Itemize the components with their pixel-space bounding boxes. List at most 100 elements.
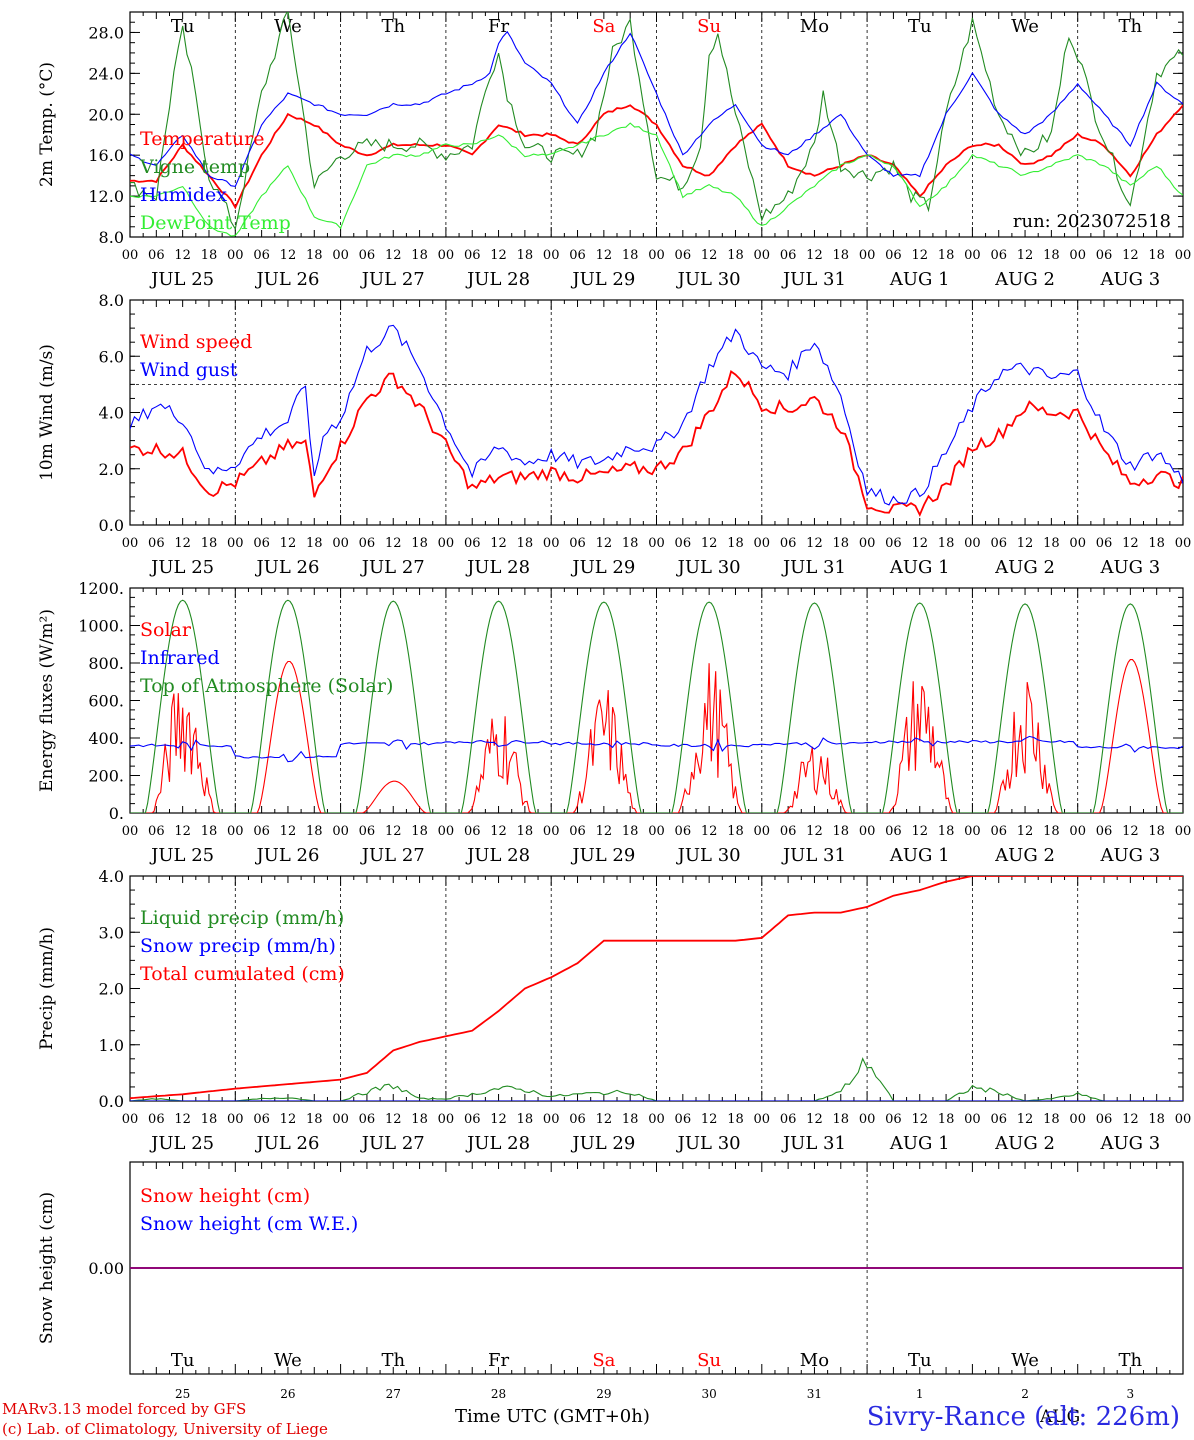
hour-label: 12 [490,248,507,263]
legend-entry: Infrared [140,647,220,669]
hour-label: 00 [543,248,560,263]
hour-label: 00 [754,248,771,263]
hour-label: 06 [990,1112,1007,1127]
y-tick-label: 0. [109,804,124,823]
series-line [130,324,1183,506]
hour-label: 06 [359,536,376,551]
hour-label: 18 [938,1112,955,1127]
day-of-week-label: Th [381,16,405,37]
panel-energy: 0. 200. 400. 600. 800. 1000. 1200. Energy fluxe… [37,579,1191,866]
hour-label: 18 [938,536,955,551]
date-label: AUG 2 [994,845,1055,866]
footer-lab: (c) Lab. of Climatology, University of L… [2,1420,328,1438]
hour-label: 00 [543,824,560,839]
y-tick-label: 2.0 [99,980,124,999]
hour-label: 18 [938,824,955,839]
date-label: AUG 1 [889,845,950,866]
date-label: JUL 25 [149,1133,214,1154]
hour-label: 18 [727,824,744,839]
hour-label: 06 [780,1112,797,1127]
hour-label: 00 [859,248,876,263]
hour-label: 06 [780,248,797,263]
legend-entry: Temperature [140,128,264,150]
legend-entry: Snow height (cm W.E.) [140,1213,358,1235]
hour-label: 00 [227,1112,244,1127]
series-line [130,876,1183,1100]
hour-label: 06 [359,1112,376,1127]
hour-label: 00 [122,536,139,551]
hour-label: 00 [543,536,560,551]
series-line [130,1057,1183,1101]
hour-label: 12 [1017,1112,1034,1127]
date-label: AUG 3 [1099,845,1160,866]
hour-label: 12 [280,1112,297,1127]
hour-label: 12 [280,824,297,839]
day-number-label: 26 [280,1387,295,1401]
hour-label: 00 [859,824,876,839]
hour-label: 18 [833,248,850,263]
hour-label: 00 [438,1112,455,1127]
hour-label: 00 [964,1112,981,1127]
hour-label: 06 [885,248,902,263]
hour-label: 12 [806,1112,823,1127]
hour-label: 18 [1148,248,1165,263]
series-line [130,12,1183,231]
hour-label: 18 [517,824,534,839]
hour-label: 06 [990,824,1007,839]
date-label: JUL 26 [254,1133,319,1154]
hour-label: 18 [306,248,323,263]
hour-label: 12 [1122,248,1139,263]
hour-label: 00 [1069,536,1086,551]
hour-label: 18 [1043,824,1060,839]
date-label: JUL 28 [465,269,530,290]
hour-label: 12 [911,248,928,263]
series-line [130,735,1183,763]
hour-label: 06 [148,1112,165,1127]
hour-label: 18 [517,1112,534,1127]
hour-label: 12 [490,824,507,839]
hour-label: 00 [648,248,665,263]
footer-station: Sivry-Rance (alt: 226m) [866,1402,1180,1432]
hour-label: 18 [517,248,534,263]
hour-label: 00 [227,536,244,551]
y-tick-label: 0.00 [88,1259,124,1278]
date-label: JUL 30 [676,845,741,866]
y-tick-label: 200. [88,767,124,786]
y-axis-label: 2m Temp. (°C) [37,62,57,187]
y-tick-label: 8.0 [99,228,124,247]
day-of-week-label: Th [1119,1350,1143,1371]
hour-label: 18 [622,1112,639,1127]
day-of-week-label: Mo [800,1350,829,1371]
hour-label: 00 [438,536,455,551]
hour-label: 00 [332,248,349,263]
hour-label: 06 [675,1112,692,1127]
hour-label: 12 [1122,824,1139,839]
hour-label: 06 [990,248,1007,263]
hour-label: 06 [253,824,270,839]
legend-entry: Total cumulated (cm) [140,963,345,985]
hour-label: 06 [675,824,692,839]
hour-label: 00 [1175,536,1192,551]
hour-label: 00 [1175,248,1192,263]
hour-label: 18 [727,1112,744,1127]
date-label: JUL 27 [360,269,425,290]
hour-label: 06 [780,824,797,839]
hour-label: 00 [122,248,139,263]
date-label: JUL 30 [676,557,741,578]
y-tick-label: 800. [88,654,124,673]
series-line [130,30,1183,188]
hour-label: 18 [622,536,639,551]
day-of-week-label: Th [381,1350,405,1371]
date-label: AUG 1 [889,1133,950,1154]
footer-model: MARv3.13 model forced by GFS [2,1400,247,1418]
day-of-week-label: Fr [488,16,509,37]
hour-label: 06 [359,248,376,263]
hour-label: 00 [1069,1112,1086,1127]
y-tick-label: 6.0 [99,347,124,366]
y-tick-label: 24.0 [88,64,124,83]
hour-label: 06 [464,248,481,263]
hour-label: 00 [227,824,244,839]
day-of-week-label: Su [697,16,721,37]
hour-label: 06 [253,1112,270,1127]
